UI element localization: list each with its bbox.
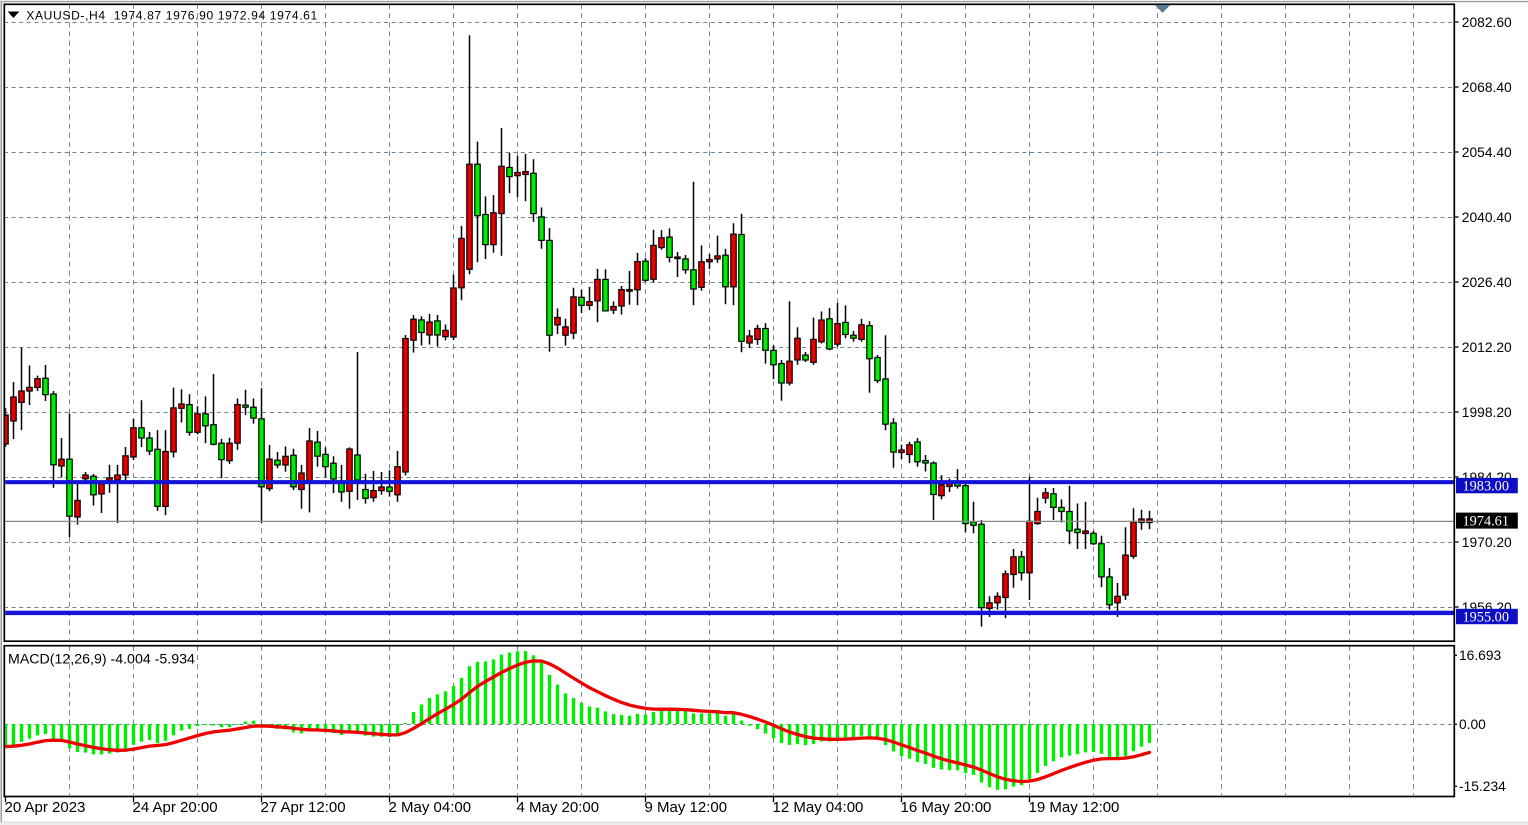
svg-text:2054.40: 2054.40 (1462, 145, 1512, 160)
svg-text:2 May 04:00: 2 May 04:00 (389, 799, 472, 816)
svg-text:19 May 12:00: 19 May 12:00 (1029, 799, 1120, 816)
svg-text:2026.40: 2026.40 (1462, 275, 1512, 290)
svg-text:16.693: 16.693 (1459, 648, 1502, 663)
svg-text:0.00: 0.00 (1459, 717, 1486, 732)
svg-text:1955.00: 1955.00 (1463, 609, 1509, 625)
svg-text:2082.60: 2082.60 (1462, 15, 1512, 30)
svg-text:-15.234: -15.234 (1459, 779, 1506, 794)
svg-text:MACD(12,26,9) -4.004 -5.934: MACD(12,26,9) -4.004 -5.934 (8, 651, 195, 667)
svg-text:XAUUSD-,H4 1974.87 1976.90 19: XAUUSD-,H4 1974.87 1976.90 1972.94 1974.… (26, 8, 318, 22)
svg-text:1983.00: 1983.00 (1463, 479, 1509, 495)
svg-text:12 May 04:00: 12 May 04:00 (773, 799, 864, 816)
svg-text:1970.20: 1970.20 (1462, 535, 1512, 550)
svg-text:1974.61: 1974.61 (1463, 514, 1509, 530)
svg-text:2068.40: 2068.40 (1462, 80, 1512, 95)
svg-text:27 Apr 12:00: 27 Apr 12:00 (261, 799, 346, 816)
svg-text:1998.20: 1998.20 (1462, 405, 1512, 420)
svg-text:4 May 20:00: 4 May 20:00 (517, 799, 600, 816)
svg-text:16 May 20:00: 16 May 20:00 (901, 799, 992, 816)
svg-text:24 Apr 20:00: 24 Apr 20:00 (133, 799, 218, 816)
svg-text:20 Apr 2023: 20 Apr 2023 (5, 799, 86, 816)
svg-text:9 May 12:00: 9 May 12:00 (645, 799, 728, 816)
svg-text:2040.40: 2040.40 (1462, 210, 1512, 225)
svg-text:2012.20: 2012.20 (1462, 340, 1512, 355)
